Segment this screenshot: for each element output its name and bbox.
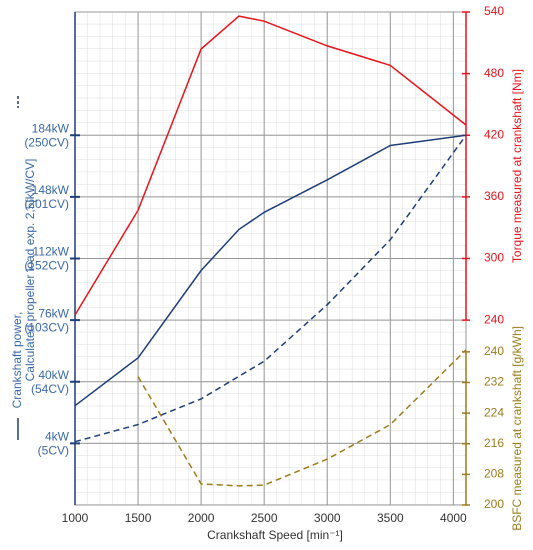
y-tick-label: 112kW xyxy=(33,245,70,259)
y2-tick-label: 420 xyxy=(484,127,504,141)
y2-tick-label: 360 xyxy=(484,189,504,203)
y-tick-label: 148kW xyxy=(32,183,70,197)
y2-tick-label: 540 xyxy=(484,4,504,18)
y3-tick-label: 240 xyxy=(484,344,504,358)
y-tick-sublabel: (103CV) xyxy=(24,320,69,334)
x-tick-label: 3500 xyxy=(377,511,404,525)
x-tick-label: 2000 xyxy=(188,511,215,525)
y3-tick-label: 216 xyxy=(484,436,504,450)
y2-tick-label: 480 xyxy=(484,66,504,80)
y2-axis-title: Torque measured at crankshaft [Nm] xyxy=(510,69,524,263)
y-tick-sublabel: (201CV) xyxy=(24,197,69,211)
y-tick-label: 40kW xyxy=(38,368,69,382)
x-tick-label: 4000 xyxy=(440,511,467,525)
y-tick-sublabel: (152CV) xyxy=(24,259,69,273)
y2-tick-label: 240 xyxy=(484,312,504,326)
x-axis-title: Crankshaft Speed [min⁻¹] xyxy=(207,528,343,542)
legend-label: Calculated propeller load exp. 2,5[kW/CV… xyxy=(23,159,37,382)
x-tick-label: 1500 xyxy=(125,511,152,525)
y3-tick-label: 224 xyxy=(484,405,504,419)
y-tick-label: 184kW xyxy=(32,121,70,135)
y-tick-label: 76kW xyxy=(38,306,69,320)
y3-axis-title: BSFC measured at crankshaft [g/kWh] xyxy=(510,326,524,531)
x-tick-label: 3000 xyxy=(314,511,341,525)
y3-tick-label: 232 xyxy=(484,375,504,389)
legend-label: Crankshaft power, xyxy=(10,312,24,409)
y2-tick-label: 300 xyxy=(484,251,504,265)
y-tick-sublabel: (54CV) xyxy=(31,382,69,396)
x-tick-label: 2500 xyxy=(251,511,278,525)
series-line xyxy=(74,134,467,407)
y3-tick-label: 208 xyxy=(484,467,504,481)
y-tick-sublabel: (250CV) xyxy=(24,135,69,149)
x-tick-label: 1000 xyxy=(62,511,89,525)
series-line xyxy=(74,134,467,443)
y-tick-sublabel: (5CV) xyxy=(38,444,69,458)
series-line xyxy=(137,349,467,487)
series-line xyxy=(74,15,467,316)
y-tick-label: 4kW xyxy=(45,430,70,444)
y3-tick-label: 200 xyxy=(484,497,504,511)
